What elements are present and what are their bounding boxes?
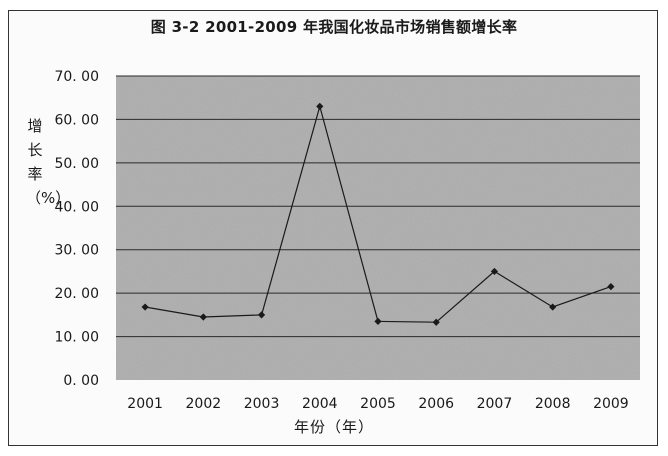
- x-tick-label: 2001: [127, 396, 163, 412]
- data-point: [199, 313, 207, 321]
- x-tick-label: 2006: [418, 396, 454, 412]
- x-tick-label: 2004: [302, 396, 338, 412]
- data-point: [490, 267, 499, 276]
- y-tick-label: 70. 00: [54, 69, 99, 85]
- y-tick-label: 30. 00: [54, 243, 99, 259]
- x-tick-label: 2005: [360, 396, 396, 412]
- x-tick-label: 2002: [186, 396, 222, 412]
- y-tick-label: 50. 00: [54, 156, 99, 172]
- y-tick-label: 60. 00: [54, 112, 99, 128]
- data-point: [549, 303, 557, 311]
- data-point: [607, 283, 615, 291]
- data-point: [141, 303, 149, 311]
- plot-area-texture: [116, 76, 640, 380]
- y-tick-label: 40. 00: [54, 199, 99, 215]
- y-tick-label: 20. 00: [54, 286, 99, 302]
- data-point: [257, 311, 266, 319]
- x-tick-label: 2007: [477, 396, 513, 412]
- data-point: [432, 318, 440, 326]
- data-point: [316, 102, 324, 110]
- y-tick-label: 10. 00: [54, 330, 99, 346]
- x-axis-label: 年份（年）: [293, 418, 374, 436]
- chart-title: 图 3-2 2001-2009 年我国化妆品市场销售额增长率: [150, 18, 518, 36]
- x-tick-label: 2009: [593, 396, 629, 412]
- x-tick-label: 2008: [535, 396, 571, 412]
- y-tick-label: 0. 00: [63, 373, 99, 389]
- x-tick-label: 2003: [244, 396, 280, 412]
- data-point: [374, 317, 382, 325]
